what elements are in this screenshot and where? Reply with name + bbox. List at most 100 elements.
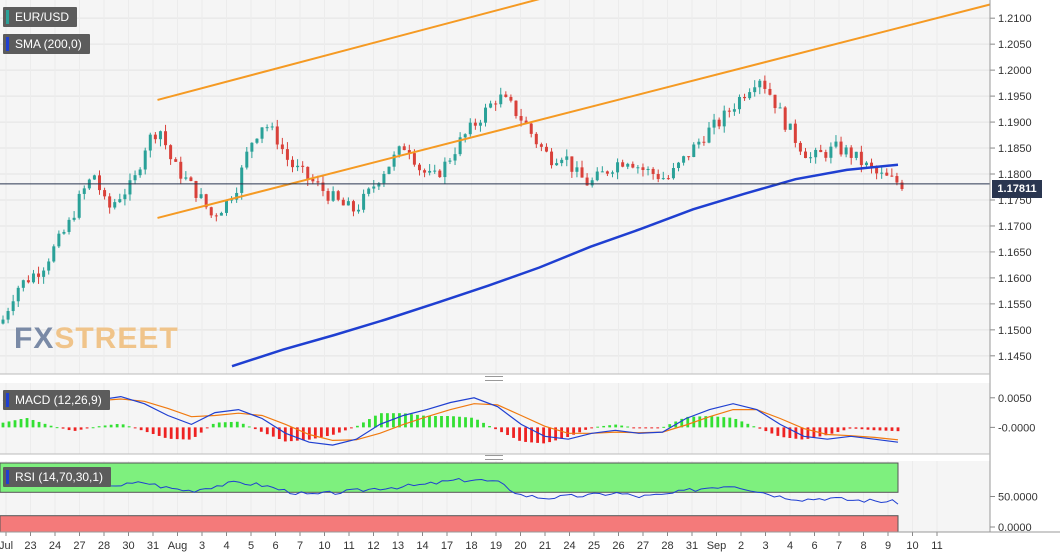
macd-hist-neg bbox=[79, 427, 83, 430]
candle-down bbox=[98, 175, 102, 191]
macd-hist-pos bbox=[1, 422, 5, 428]
macd-hist-pos bbox=[109, 424, 113, 428]
candle-down bbox=[285, 149, 289, 160]
candle-up bbox=[357, 209, 361, 212]
macd-hist-pos bbox=[398, 413, 401, 428]
macd-hist-neg bbox=[349, 427, 353, 429]
candle-up bbox=[265, 127, 269, 129]
macd-line bbox=[2, 391, 899, 446]
candle-up bbox=[697, 141, 701, 145]
x-tick-label: 8 bbox=[860, 540, 866, 552]
candle-up bbox=[636, 167, 640, 169]
instrument-color-icon bbox=[6, 10, 9, 24]
candle-up bbox=[133, 175, 137, 181]
macd-label[interactable]: MACD (12,26,9) bbox=[3, 390, 110, 410]
candle-down bbox=[402, 146, 406, 151]
macd-hist-neg bbox=[494, 427, 497, 430]
candle-up bbox=[590, 180, 594, 186]
candle-down bbox=[900, 182, 904, 189]
candle-down bbox=[326, 191, 330, 201]
instrument-name: EUR/USD bbox=[15, 10, 70, 24]
candle-up bbox=[468, 122, 472, 135]
macd-hist-pos bbox=[223, 422, 227, 428]
candle-up bbox=[62, 231, 66, 234]
macd-hist-neg bbox=[896, 427, 900, 432]
macd-color-icon bbox=[6, 393, 9, 407]
rsi-name: RSI (14,70,30,1) bbox=[15, 470, 104, 484]
macd-hist-pos bbox=[404, 413, 407, 428]
candle-up bbox=[814, 149, 818, 158]
macd-hist-neg bbox=[830, 427, 834, 434]
macd-hist-neg bbox=[872, 427, 876, 431]
x-tick-label: 27 bbox=[637, 540, 649, 552]
candle-up bbox=[250, 142, 254, 152]
macd-hist-neg bbox=[566, 427, 570, 438]
macd-hist-neg bbox=[319, 427, 323, 438]
macd-tick-label: 0.0050 bbox=[998, 393, 1032, 405]
candle-up bbox=[138, 169, 142, 176]
macd-hist-neg bbox=[331, 427, 335, 435]
candle-down bbox=[849, 147, 853, 158]
macd-hist-neg bbox=[848, 427, 852, 429]
macd-hist-pos bbox=[25, 418, 29, 428]
candle-up bbox=[67, 219, 71, 232]
x-tick-label: 12 bbox=[367, 540, 379, 552]
macd-hist-pos bbox=[217, 422, 221, 428]
macd-hist-pos bbox=[235, 421, 239, 428]
panel-splitter-macd[interactable] bbox=[485, 376, 503, 381]
candle-up bbox=[595, 171, 599, 181]
price-tick-label: 1.1850 bbox=[998, 143, 1032, 155]
price-tick-label: 1.1950 bbox=[998, 91, 1032, 103]
price-tick-label: 1.1650 bbox=[998, 247, 1032, 259]
macd-hist-pos bbox=[716, 416, 720, 428]
candle-down bbox=[621, 162, 625, 167]
sma-200-line bbox=[231, 163, 899, 368]
macd-hist-neg bbox=[524, 427, 527, 442]
candle-up bbox=[377, 183, 381, 187]
macd-hist-pos bbox=[698, 416, 702, 428]
panel-splitter-rsi[interactable] bbox=[485, 455, 503, 460]
sma-name: SMA (200,0) bbox=[15, 37, 82, 51]
rsi-overbought-zone bbox=[0, 462, 899, 493]
candle-up bbox=[219, 212, 223, 216]
candle-up bbox=[443, 161, 447, 178]
candle-down bbox=[687, 156, 691, 158]
macd-hist-neg bbox=[794, 427, 798, 439]
candle-up bbox=[31, 273, 35, 283]
candle-down bbox=[306, 166, 310, 179]
candle-down bbox=[773, 94, 777, 109]
candle-down bbox=[824, 152, 828, 158]
macd-hist-pos bbox=[43, 423, 47, 428]
sma-label[interactable]: SMA (200,0) bbox=[3, 34, 90, 54]
macd-hist-pos bbox=[482, 422, 485, 428]
candle-up bbox=[788, 123, 792, 130]
candle-down bbox=[153, 134, 157, 140]
macd-hist-pos bbox=[614, 424, 618, 428]
macd-hist-pos bbox=[374, 415, 377, 428]
macd-hist-neg bbox=[638, 427, 642, 429]
macd-hist-neg bbox=[782, 427, 786, 438]
macd-hist-pos bbox=[488, 426, 491, 428]
candle-up bbox=[677, 162, 681, 169]
candle-down bbox=[494, 103, 498, 105]
macd-hist-pos bbox=[368, 419, 371, 428]
candle-up bbox=[489, 103, 493, 108]
candle-up bbox=[1, 319, 5, 324]
candle-up bbox=[463, 134, 467, 138]
x-tick-label: 3 bbox=[199, 540, 205, 552]
price-tick-label: 1.1700 bbox=[998, 221, 1032, 233]
macd-hist-pos bbox=[49, 425, 53, 428]
macd-hist-pos bbox=[740, 421, 744, 428]
macd-hist-pos bbox=[686, 416, 690, 428]
x-tick-label: 9 bbox=[885, 540, 891, 552]
instrument-label[interactable]: EUR/USD bbox=[3, 7, 78, 27]
candle-down bbox=[204, 194, 208, 208]
macd-hist-neg bbox=[806, 427, 810, 439]
candle-down bbox=[885, 172, 889, 176]
macd-hist-neg bbox=[836, 427, 840, 432]
rsi-label[interactable]: RSI (14,70,30,1) bbox=[3, 467, 112, 487]
candle-down bbox=[839, 141, 843, 155]
candle-up bbox=[245, 151, 249, 168]
macd-hist-pos bbox=[728, 417, 732, 428]
macd-hist-pos bbox=[446, 416, 449, 428]
